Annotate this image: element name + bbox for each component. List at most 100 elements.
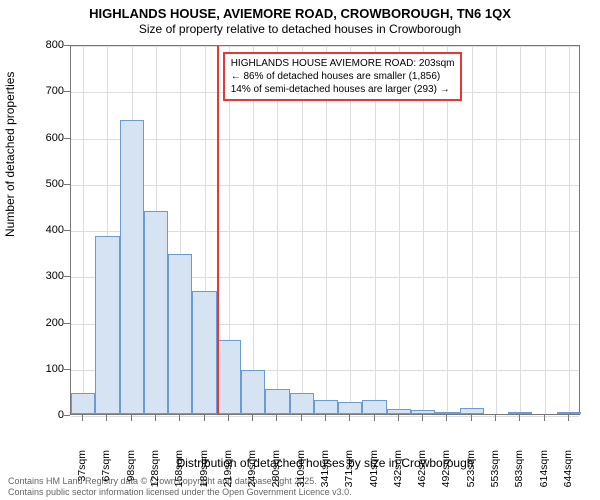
histogram-bar — [460, 408, 484, 414]
x-tick-label: 219sqm — [222, 450, 234, 500]
histogram-bar — [95, 236, 119, 414]
x-tick-label: 644sqm — [562, 450, 574, 500]
y-tick-label: 0 — [34, 409, 64, 421]
gridline-vertical — [302, 46, 303, 414]
gridline-vertical — [545, 46, 546, 414]
histogram-bar — [362, 400, 386, 414]
x-tick-label: 128sqm — [149, 450, 161, 500]
y-tick-label: 600 — [34, 132, 64, 144]
y-tick-label: 700 — [34, 85, 64, 97]
x-tick-mark — [228, 415, 229, 421]
gridline-vertical — [83, 46, 84, 414]
y-tick-label: 800 — [34, 39, 64, 51]
x-tick-label: 189sqm — [198, 450, 210, 500]
x-tick-mark — [131, 415, 132, 421]
x-tick-mark — [276, 415, 277, 421]
y-tick-mark — [64, 415, 70, 416]
gridline-vertical — [472, 46, 473, 414]
x-tick-label: 37sqm — [76, 450, 88, 500]
x-tick-label: 310sqm — [295, 450, 307, 500]
gridline-horizontal — [71, 185, 579, 186]
x-tick-label: 432sqm — [392, 450, 404, 500]
histogram-bar — [435, 412, 459, 414]
marker-line — [217, 46, 219, 414]
histogram-bar — [314, 400, 338, 414]
y-tick-mark — [64, 276, 70, 277]
gridline-vertical — [277, 46, 278, 414]
y-tick-label: 100 — [34, 363, 64, 375]
histogram-bar — [508, 412, 532, 414]
x-tick-label: 158sqm — [173, 450, 185, 500]
gridline-vertical — [423, 46, 424, 414]
gridline-vertical — [569, 46, 570, 414]
histogram-bar — [144, 211, 168, 415]
gridline-vertical — [253, 46, 254, 414]
x-tick-mark — [398, 415, 399, 421]
histogram-bar — [192, 291, 216, 414]
x-tick-label: 614sqm — [538, 450, 550, 500]
x-tick-mark — [446, 415, 447, 421]
y-tick-mark — [64, 45, 70, 46]
histogram-bar — [411, 410, 435, 414]
x-tick-label: 67sqm — [100, 450, 112, 500]
x-tick-mark — [204, 415, 205, 421]
x-tick-mark — [519, 415, 520, 421]
y-tick-mark — [64, 323, 70, 324]
y-axis-label: Number of detached properties — [3, 72, 17, 237]
annotation-line: HIGHLANDS HOUSE AVIEMORE ROAD: 203sqm — [231, 57, 455, 70]
gridline-horizontal — [71, 46, 579, 47]
x-tick-mark — [471, 415, 472, 421]
histogram-bar — [290, 393, 314, 414]
histogram-bar — [387, 409, 411, 414]
y-tick-mark — [64, 138, 70, 139]
x-tick-mark — [349, 415, 350, 421]
gridline-vertical — [399, 46, 400, 414]
x-tick-mark — [155, 415, 156, 421]
x-tick-mark — [568, 415, 569, 421]
x-tick-label: 249sqm — [246, 450, 258, 500]
x-tick-label: 553sqm — [489, 450, 501, 500]
x-tick-label: 492sqm — [440, 450, 452, 500]
histogram-bar — [338, 402, 362, 414]
x-tick-label: 523sqm — [465, 450, 477, 500]
x-tick-label: 583sqm — [513, 450, 525, 500]
histogram-bar — [241, 370, 265, 414]
gridline-vertical — [447, 46, 448, 414]
x-tick-mark — [495, 415, 496, 421]
x-tick-label: 98sqm — [125, 450, 137, 500]
x-tick-mark — [374, 415, 375, 421]
x-tick-mark — [325, 415, 326, 421]
y-tick-mark — [64, 369, 70, 370]
y-tick-mark — [64, 91, 70, 92]
y-tick-label: 400 — [34, 224, 64, 236]
x-tick-label: 341sqm — [319, 450, 331, 500]
x-tick-mark — [82, 415, 83, 421]
gridline-vertical — [496, 46, 497, 414]
x-tick-label: 401sqm — [368, 450, 380, 500]
histogram-bar — [557, 412, 581, 414]
x-tick-label: 462sqm — [416, 450, 428, 500]
x-tick-mark — [179, 415, 180, 421]
histogram-bar — [168, 254, 192, 414]
x-tick-mark — [252, 415, 253, 421]
histogram-bar — [265, 389, 289, 414]
gridline-horizontal — [71, 139, 579, 140]
gridline-vertical — [326, 46, 327, 414]
x-tick-mark — [301, 415, 302, 421]
y-tick-label: 500 — [34, 178, 64, 190]
gridline-vertical — [375, 46, 376, 414]
y-tick-mark — [64, 230, 70, 231]
annotation-box: HIGHLANDS HOUSE AVIEMORE ROAD: 203sqm← 8… — [223, 52, 463, 101]
x-tick-mark — [106, 415, 107, 421]
plot-area: HIGHLANDS HOUSE AVIEMORE ROAD: 203sqm← 8… — [70, 45, 580, 415]
y-tick-mark — [64, 184, 70, 185]
x-tick-label: 371sqm — [343, 450, 355, 500]
chart-subtitle: Size of property relative to detached ho… — [0, 22, 600, 36]
x-tick-mark — [422, 415, 423, 421]
y-tick-label: 200 — [34, 317, 64, 329]
histogram-bar — [71, 393, 95, 414]
histogram-bar — [217, 340, 241, 414]
chart-title: HIGHLANDS HOUSE, AVIEMORE ROAD, CROWBORO… — [0, 6, 600, 21]
x-tick-label: 280sqm — [270, 450, 282, 500]
histogram-bar — [120, 120, 144, 414]
